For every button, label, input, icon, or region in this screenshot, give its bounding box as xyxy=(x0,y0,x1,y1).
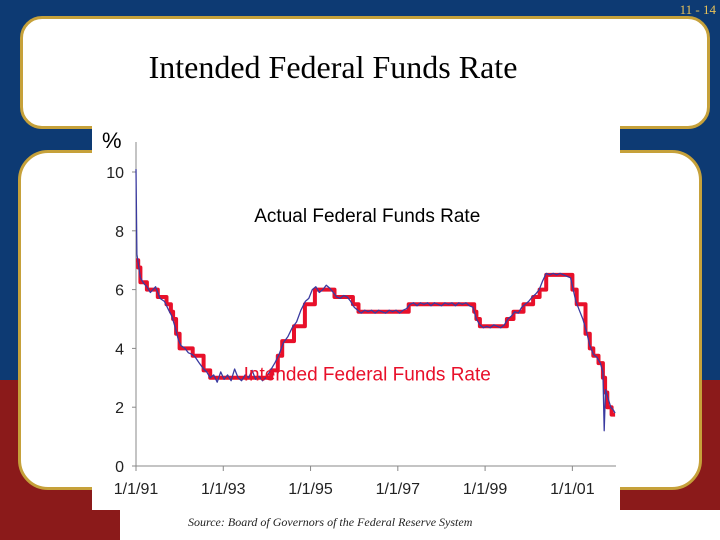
intended-rate-line xyxy=(136,258,616,417)
y-tick-label: 0 xyxy=(115,459,124,476)
title-panel: Intended Federal Funds Rate xyxy=(20,16,710,129)
y-axis-label: % xyxy=(102,128,122,153)
slide-title: Intended Federal Funds Rate xyxy=(148,49,518,85)
x-tick-label: 1/1/95 xyxy=(288,481,333,498)
slide-number: 11 - 14 xyxy=(679,2,716,17)
y-tick-label: 10 xyxy=(106,165,124,182)
y-tick-label: 6 xyxy=(115,283,124,300)
y-tick-label: 2 xyxy=(115,400,124,417)
series-layer xyxy=(135,169,616,432)
actual-rate-line xyxy=(135,169,616,432)
x-tick-label: 1/1/01 xyxy=(550,481,595,498)
x-tick-label: 1/1/91 xyxy=(114,481,159,498)
intended-rate-annotation: Intended Federal Funds Rate xyxy=(244,365,491,386)
actual-rate-annotation: Actual Federal Funds Rate xyxy=(254,206,480,227)
y-tick-label: 4 xyxy=(115,341,124,358)
chart-area: % 0 2 4 6 8 10 1/1/91 1/1/93 1/1/95 1/1/97 1/1/99 1… xyxy=(92,122,620,510)
annotations: Actual Federal Funds Rate Intended Federa… xyxy=(244,206,491,386)
x-tick-label: 1/1/99 xyxy=(463,481,508,498)
source-bar xyxy=(120,510,720,540)
y-axis: % 0 2 4 6 8 10 xyxy=(102,128,137,476)
x-tick-label: 1/1/93 xyxy=(201,481,246,498)
source-note: Source: Board of Governors of the Federa… xyxy=(188,515,473,529)
y-tick-label: 8 xyxy=(115,224,124,241)
x-axis: 1/1/91 1/1/93 1/1/95 1/1/97 1/1/99 1/1/01 xyxy=(114,465,616,498)
x-tick-label: 1/1/97 xyxy=(376,481,421,498)
